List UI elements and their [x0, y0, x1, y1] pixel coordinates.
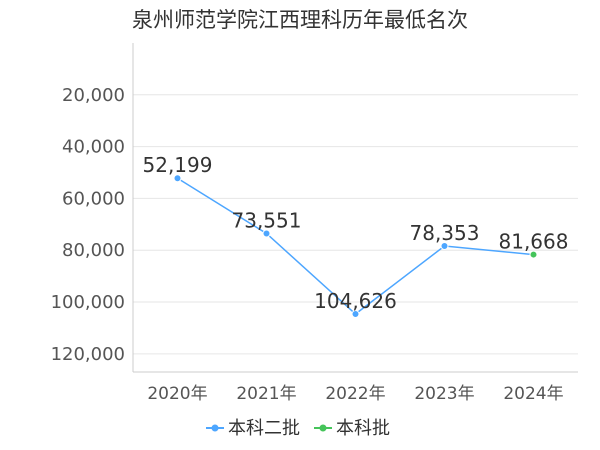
x-tick-label: 2023年 — [414, 384, 474, 404]
legend-marker-swatch — [211, 424, 219, 432]
legend-label: 本科批 — [336, 418, 390, 439]
x-tick-label: 2022年 — [325, 384, 385, 404]
data-point[interactable] — [529, 250, 538, 259]
y-tick-label: 20,000 — [62, 85, 125, 106]
legend-item[interactable]: 本科二批 — [206, 418, 300, 439]
data-label: 78,353 — [410, 221, 480, 245]
y-tick-label: 120,000 — [51, 344, 125, 365]
data-label: 104,626 — [314, 289, 397, 313]
legend-item[interactable]: 本科批 — [314, 418, 390, 439]
data-point[interactable] — [351, 310, 360, 319]
data-point[interactable] — [440, 241, 449, 250]
y-tick-label: 40,000 — [62, 137, 125, 158]
label-layer: 52,199 73,551 104,626 78,353 81,668 — [143, 153, 569, 313]
data-label: 52,199 — [143, 153, 213, 177]
x-tick-label: 2024年 — [503, 384, 563, 404]
legend-marker-swatch — [319, 424, 327, 432]
legend: 本科二批 本科批 — [206, 418, 390, 439]
chart-title: 泉州师范学院江西理科历年最低名次 — [132, 8, 468, 32]
data-point[interactable] — [173, 174, 182, 183]
legend-label: 本科二批 — [228, 418, 300, 439]
data-point[interactable] — [262, 229, 271, 238]
grid-layer — [133, 94, 578, 355]
y-tick-label: 60,000 — [62, 188, 125, 209]
x-tick-label: 2020年 — [147, 384, 207, 404]
x-tick-label: 2021年 — [236, 384, 296, 404]
axis-layer: 20,000 40,000 60,000 80,000 100,000 120,000 20… — [51, 43, 578, 404]
data-label: 81,668 — [499, 230, 569, 254]
y-tick-label: 80,000 — [62, 240, 125, 261]
y-tick-label: 100,000 — [51, 292, 125, 313]
data-label: 73,551 — [232, 209, 302, 233]
point-layer — [173, 174, 538, 319]
